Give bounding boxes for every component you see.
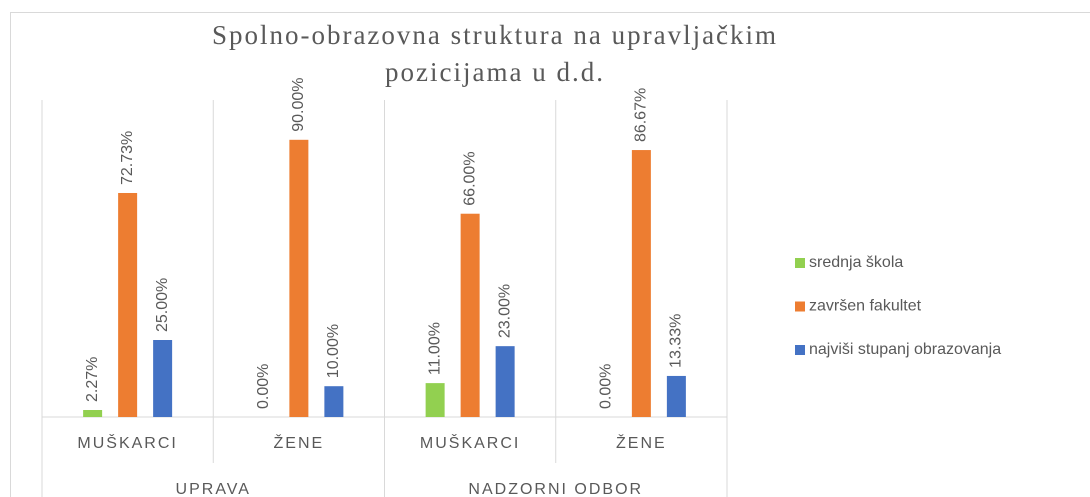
bar: [631, 150, 651, 417]
legend-label: srednja škola: [809, 254, 903, 271]
data-label: 0.00%: [598, 364, 615, 409]
bar: [118, 192, 138, 417]
data-label: 10.00%: [325, 324, 342, 378]
legend-swatch: [795, 301, 805, 312]
data-label: 2.27%: [84, 357, 101, 402]
legend-swatch: [795, 345, 805, 355]
x-tick-label: ŽENE: [274, 433, 325, 452]
x-tick-label: ŽENE: [616, 433, 667, 452]
bar: [460, 213, 480, 417]
data-label: 11.00%: [426, 322, 443, 375]
legend-swatch: [795, 258, 805, 268]
data-label: 72.73%: [119, 131, 136, 185]
x-tick-label: MUŠKARCI: [420, 433, 520, 452]
legend-label: najviši stupanj obrazovanja: [809, 341, 1001, 358]
bar: [153, 340, 173, 417]
data-label: 66.00%: [461, 151, 478, 205]
chart-border: [10, 12, 1090, 497]
group-label: UPRAVA: [176, 481, 251, 497]
bar: [495, 346, 515, 417]
data-label: 90.00%: [290, 78, 307, 132]
data-label: 23.00%: [496, 284, 513, 338]
chart-title: Spolno-obrazovna struktura na upravljačk…: [212, 20, 778, 50]
bar: [324, 386, 344, 417]
data-label: 0.00%: [255, 364, 272, 409]
data-label: 86.67%: [633, 88, 650, 142]
bar: [666, 375, 686, 417]
x-tick-label: MUŠKARCI: [77, 433, 177, 452]
legend-label: završen fakultet: [809, 298, 922, 315]
data-label: 13.33%: [668, 314, 685, 368]
bar: [289, 139, 309, 418]
bar: [83, 410, 103, 417]
chart-title: pozicijama u d.d.: [385, 57, 605, 87]
data-label: 25.00%: [154, 278, 171, 332]
group-label: NADZORNI ODBOR: [468, 481, 643, 497]
bar: [425, 383, 445, 417]
